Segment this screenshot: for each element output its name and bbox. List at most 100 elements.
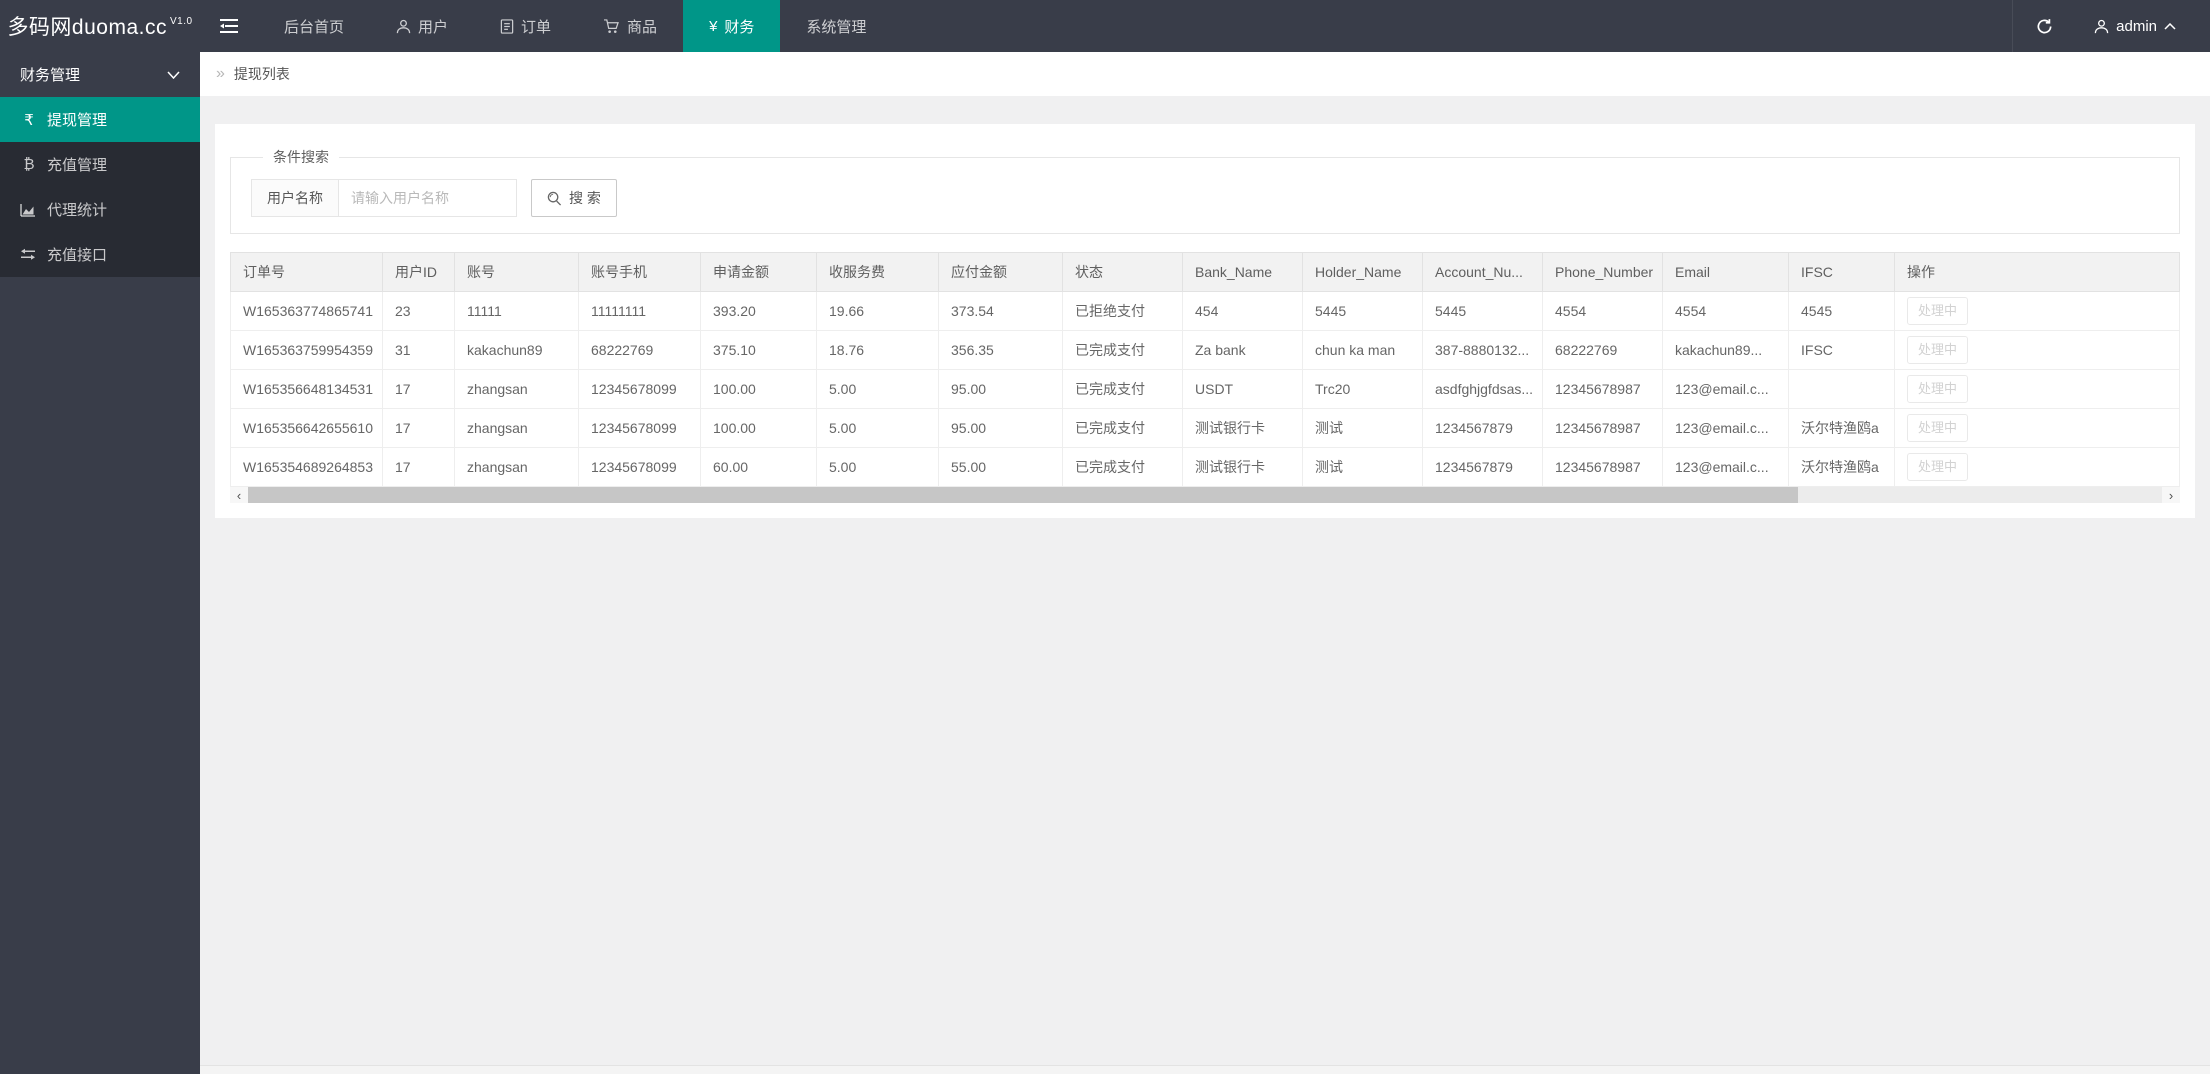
nav-item-label: 系统管理 — [806, 18, 867, 36]
search-button-label: 搜 索 — [569, 190, 601, 206]
cell-ifsc: 沃尔特渔鸥a — [1788, 447, 1895, 487]
nav-item-orders[interactable]: 订单 — [474, 0, 577, 52]
refresh-button[interactable] — [2012, 0, 2076, 52]
scrollbar-thumb[interactable] — [248, 487, 1799, 503]
area-chart-icon — [20, 203, 38, 217]
cell-service-fee: 5.00 — [816, 447, 939, 487]
col-header-account-number: Account_Nu... — [1422, 252, 1543, 292]
sidebar: 财务管理 ₹ 提现管理 ₿ 充值管理 代理统计 充值接口 — [0, 52, 200, 1074]
cell-apply-amount: 100.00 — [700, 369, 817, 409]
table-row: W165356642655610 17 zhangsan 12345678099… — [230, 408, 2180, 448]
cell-account-number: 5445 — [1422, 291, 1543, 331]
cell-account-phone: 68222769 — [578, 330, 701, 370]
cell-apply-amount: 393.20 — [700, 291, 817, 331]
search-row: 用户名称 搜 索 — [251, 179, 2159, 217]
cell-payable-amount: 356.35 — [938, 330, 1063, 370]
cell-user-id: 31 — [382, 330, 455, 370]
cell-ifsc: 4545 — [1788, 291, 1895, 331]
cell-account: zhangsan — [454, 447, 579, 487]
nav-item-system[interactable]: 系统管理 — [780, 0, 892, 52]
scroll-left-arrow[interactable]: ‹ — [230, 487, 248, 503]
scroll-right-arrow[interactable]: › — [2162, 487, 2180, 503]
breadcrumb: » 提现列表 — [200, 52, 2210, 96]
table-hscrollbar: ‹ › — [230, 487, 2180, 503]
username-input[interactable] — [339, 179, 517, 217]
cell-bank-name: 测试银行卡 — [1182, 447, 1303, 487]
cell-email: 123@email.c... — [1662, 408, 1789, 448]
nav-item-users[interactable]: 用户 — [370, 0, 474, 52]
col-header-payable-amount: 应付金额 — [938, 252, 1063, 292]
search-button[interactable]: 搜 索 — [531, 179, 617, 217]
sidebar-group-label: 财务管理 — [20, 67, 81, 84]
scrollbar-track[interactable] — [248, 487, 2162, 503]
withdraw-table: 订单号 用户ID 账号 账号手机 申请金额 收服务费 应付金额 状态 Bank_… — [230, 252, 2180, 487]
cell-actions: 处理中 — [1894, 447, 2180, 487]
user-icon — [396, 19, 411, 34]
cell-bank-name: 454 — [1182, 291, 1303, 331]
col-header-order-no: 订单号 — [230, 252, 383, 292]
cell-user-id: 23 — [382, 291, 455, 331]
sidebar-item-label: 提现管理 — [47, 112, 108, 129]
bitcoin-icon: ₿ — [23, 156, 35, 173]
sidebar-item-label: 充值管理 — [47, 157, 108, 174]
sidebar-group-finance[interactable]: 财务管理 — [0, 52, 200, 97]
cell-bank-name: 测试银行卡 — [1182, 408, 1303, 448]
col-header-status: 状态 — [1062, 252, 1183, 292]
cell-phone-number: 12345678987 — [1542, 408, 1663, 448]
admin-menu[interactable]: admin — [2076, 0, 2210, 52]
cell-actions: 处理中 — [1894, 408, 2180, 448]
sidebar-item-label: 代理统计 — [47, 202, 108, 219]
col-header-holder-name: Holder_Name — [1302, 252, 1423, 292]
cell-status: 已完成支付 — [1062, 447, 1183, 487]
content-card: 条件搜索 用户名称 搜 索 订单号 — [215, 124, 2195, 518]
processing-button[interactable]: 处理中 — [1907, 414, 1969, 442]
cell-order-no: W165363759954359 — [230, 330, 383, 370]
nav-item-finance[interactable]: ¥ 财务 — [683, 0, 781, 52]
nav-item-dashboard[interactable]: 后台首页 — [258, 0, 370, 52]
cell-account-number: asdfghjgfdsas... — [1422, 369, 1543, 409]
sidebar-item-label: 充值接口 — [47, 247, 108, 264]
col-header-account: 账号 — [454, 252, 579, 292]
processing-button[interactable]: 处理中 — [1907, 336, 1969, 364]
page-hscrollbar[interactable] — [0, 1065, 2210, 1074]
cell-ifsc: 沃尔特渔鸥a — [1788, 408, 1895, 448]
cell-holder-name: Trc20 — [1302, 369, 1423, 409]
top-nav: 后台首页 用户 订单 商品 ¥ 财务 系统管理 — [258, 0, 892, 52]
main-content: » 提现列表 条件搜索 用户名称 搜 索 — [200, 0, 2210, 518]
cell-service-fee: 5.00 — [816, 408, 939, 448]
cell-order-no: W165363774865741 — [230, 291, 383, 331]
cell-account-phone: 12345678099 — [578, 447, 701, 487]
cell-account-number: 1234567879 — [1422, 447, 1543, 487]
exchange-arrows-icon — [20, 248, 38, 261]
document-icon — [500, 18, 514, 34]
brand-logo[interactable]: 多码网duoma.cc V1.0 — [0, 0, 200, 52]
cell-order-no: W165356642655610 — [230, 408, 383, 448]
cell-holder-name: 5445 — [1302, 291, 1423, 331]
processing-button[interactable]: 处理中 — [1907, 297, 1969, 325]
table-row: W165356648134531 17 zhangsan 12345678099… — [230, 369, 2180, 409]
cell-apply-amount: 375.10 — [700, 330, 817, 370]
cell-ifsc: IFSC — [1788, 330, 1895, 370]
cell-account-number: 1234567879 — [1422, 408, 1543, 448]
cell-status: 已完成支付 — [1062, 369, 1183, 409]
cell-order-no: W165356648134531 — [230, 369, 383, 409]
sidebar-submenu: ₹ 提现管理 ₿ 充值管理 代理统计 充值接口 — [0, 97, 200, 277]
sidebar-item-recharge[interactable]: ₿ 充值管理 — [0, 142, 200, 187]
nav-item-products[interactable]: 商品 — [577, 0, 683, 52]
col-header-user-id: 用户ID — [382, 252, 455, 292]
cell-status: 已完成支付 — [1062, 408, 1183, 448]
sidebar-item-recharge-api[interactable]: 充值接口 — [0, 232, 200, 277]
cell-service-fee: 18.76 — [816, 330, 939, 370]
processing-button[interactable]: 处理中 — [1907, 375, 1969, 403]
sidebar-collapse-button[interactable] — [200, 0, 258, 52]
table-body: W165363774865741 23 11111 11111111 393.2… — [230, 291, 2180, 487]
table-row: W165363759954359 31 kakachun89 68222769 … — [230, 330, 2180, 370]
sidebar-item-withdraw[interactable]: ₹ 提现管理 — [0, 97, 200, 142]
cell-bank-name: Za bank — [1182, 330, 1303, 370]
cell-user-id: 17 — [382, 408, 455, 448]
cart-icon — [603, 18, 620, 34]
cell-order-no: W165354689264853 — [230, 447, 383, 487]
cell-apply-amount: 100.00 — [700, 408, 817, 448]
processing-button[interactable]: 处理中 — [1907, 453, 1969, 481]
sidebar-item-agent-stats[interactable]: 代理统计 — [0, 187, 200, 232]
